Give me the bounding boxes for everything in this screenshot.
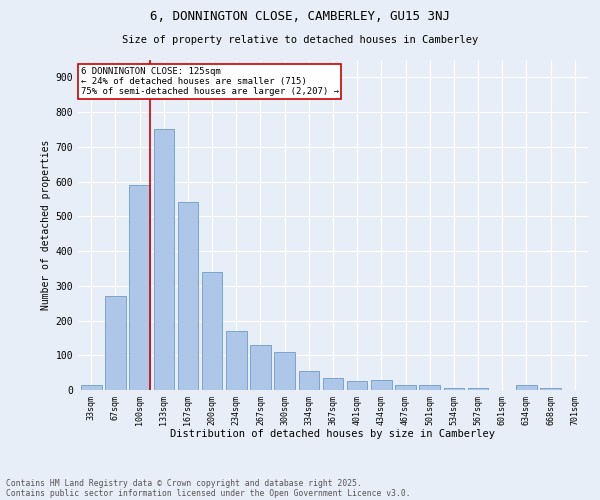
- Text: Contains HM Land Registry data © Crown copyright and database right 2025.: Contains HM Land Registry data © Crown c…: [6, 478, 362, 488]
- Bar: [371, 380, 392, 390]
- Bar: [299, 371, 319, 390]
- Bar: [178, 202, 198, 390]
- X-axis label: Distribution of detached houses by size in Camberley: Distribution of detached houses by size …: [170, 429, 496, 439]
- Bar: [105, 296, 126, 390]
- Text: Size of property relative to detached houses in Camberley: Size of property relative to detached ho…: [122, 35, 478, 45]
- Y-axis label: Number of detached properties: Number of detached properties: [41, 140, 52, 310]
- Bar: [81, 385, 101, 390]
- Bar: [130, 185, 150, 390]
- Bar: [443, 388, 464, 390]
- Bar: [395, 385, 416, 390]
- Bar: [540, 388, 561, 390]
- Bar: [154, 130, 174, 390]
- Bar: [468, 388, 488, 390]
- Bar: [226, 331, 247, 390]
- Text: Contains public sector information licensed under the Open Government Licence v3: Contains public sector information licen…: [6, 488, 410, 498]
- Text: 6 DONNINGTON CLOSE: 125sqm
← 24% of detached houses are smaller (715)
75% of sem: 6 DONNINGTON CLOSE: 125sqm ← 24% of deta…: [80, 66, 338, 96]
- Bar: [323, 378, 343, 390]
- Text: 6, DONNINGTON CLOSE, CAMBERLEY, GU15 3NJ: 6, DONNINGTON CLOSE, CAMBERLEY, GU15 3NJ: [150, 10, 450, 23]
- Bar: [274, 352, 295, 390]
- Bar: [516, 385, 536, 390]
- Bar: [347, 382, 367, 390]
- Bar: [250, 345, 271, 390]
- Bar: [202, 272, 223, 390]
- Bar: [419, 385, 440, 390]
